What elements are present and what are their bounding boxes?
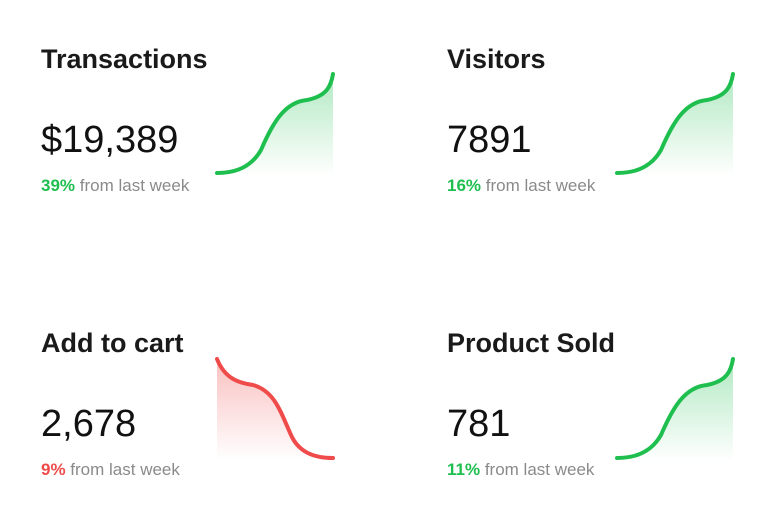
- card-title: Transactions: [41, 44, 208, 74]
- card-value: 7891: [447, 119, 532, 161]
- change-label: from last week: [481, 176, 596, 195]
- change-percent: 16%: [447, 176, 482, 195]
- card-change: 9% from last week: [41, 459, 180, 481]
- sparkline-area: [217, 359, 333, 461]
- change-label: from last week: [65, 460, 180, 479]
- sparkline-up: [615, 72, 735, 176]
- card-value: 2,678: [41, 403, 137, 445]
- card-title: Add to cart: [41, 328, 184, 358]
- card-change: 16% from last week: [447, 175, 595, 197]
- stat-card-transactions: Transactions $19,389 39% from last week: [41, 42, 371, 212]
- card-value: 781: [447, 403, 511, 445]
- change-percent: 9%: [41, 460, 66, 479]
- change-percent: 39%: [41, 176, 76, 195]
- sparkline-line: [215, 357, 335, 460]
- sparkline-down: [215, 357, 335, 461]
- card-change: 11% from last week: [447, 459, 594, 481]
- sparkline-line: [615, 357, 735, 460]
- change-percent: 11%: [447, 460, 481, 479]
- change-label: from last week: [480, 460, 595, 479]
- card-change: 39% from last week: [41, 175, 189, 197]
- stat-card-product-sold: Product Sold 781 11% from last week: [447, 326, 769, 496]
- card-title: Product Sold: [447, 328, 615, 358]
- sparkline-up: [615, 357, 735, 461]
- sparkline-line: [615, 72, 735, 175]
- sparkline-up: [215, 72, 335, 176]
- change-label: from last week: [75, 176, 190, 195]
- stat-card-visitors: Visitors 7891 16% from last week: [447, 42, 769, 212]
- card-value: $19,389: [41, 119, 179, 161]
- stat-card-add-to-cart: Add to cart 2,678 9% from last week: [41, 326, 371, 496]
- card-title: Visitors: [447, 44, 546, 74]
- sparkline-line: [215, 72, 335, 175]
